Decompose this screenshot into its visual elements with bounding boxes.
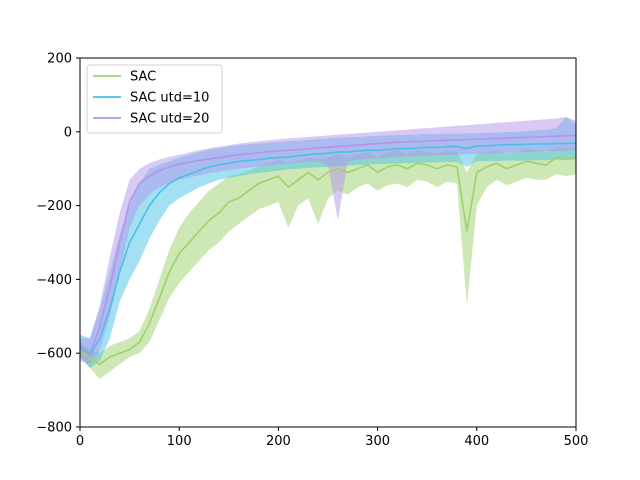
x-tick-label: 400 <box>464 434 489 449</box>
confidence-bands <box>80 117 576 379</box>
mean-lines <box>80 134 576 366</box>
x-tick-label: 300 <box>365 434 390 449</box>
legend-label-0: SAC <box>130 70 156 85</box>
y-tick-label: −600 <box>36 347 72 362</box>
series-line-2 <box>80 134 576 355</box>
legend-label-2: SAC utd=20 <box>130 112 209 127</box>
y-axis-ticks: −800 −600 −400 −200 0 200 <box>36 52 80 436</box>
legend-box <box>86 64 223 134</box>
band-2 <box>80 117 576 365</box>
legend: SAC SAC utd=10 SAC utd=20 <box>86 64 223 134</box>
legend-label-1: SAC utd=10 <box>130 91 209 106</box>
y-tick-label: −800 <box>36 421 72 436</box>
x-tick-label: 200 <box>266 434 291 449</box>
band-1 <box>80 117 576 368</box>
y-tick-label: 200 <box>47 52 72 67</box>
y-tick-label: −200 <box>36 199 72 214</box>
band-0 <box>80 146 576 379</box>
plot-frame <box>79 57 577 428</box>
y-tick-label: −400 <box>36 273 72 288</box>
x-tick-label: 100 <box>167 434 192 449</box>
x-tick-label: 0 <box>76 434 84 449</box>
series-line-0 <box>80 156 576 366</box>
x-axis-ticks: 0 100 200 300 400 500 <box>76 427 589 449</box>
y-tick-label: 0 <box>64 125 72 140</box>
x-tick-label: 500 <box>564 434 589 449</box>
series-line-1 <box>80 142 576 357</box>
